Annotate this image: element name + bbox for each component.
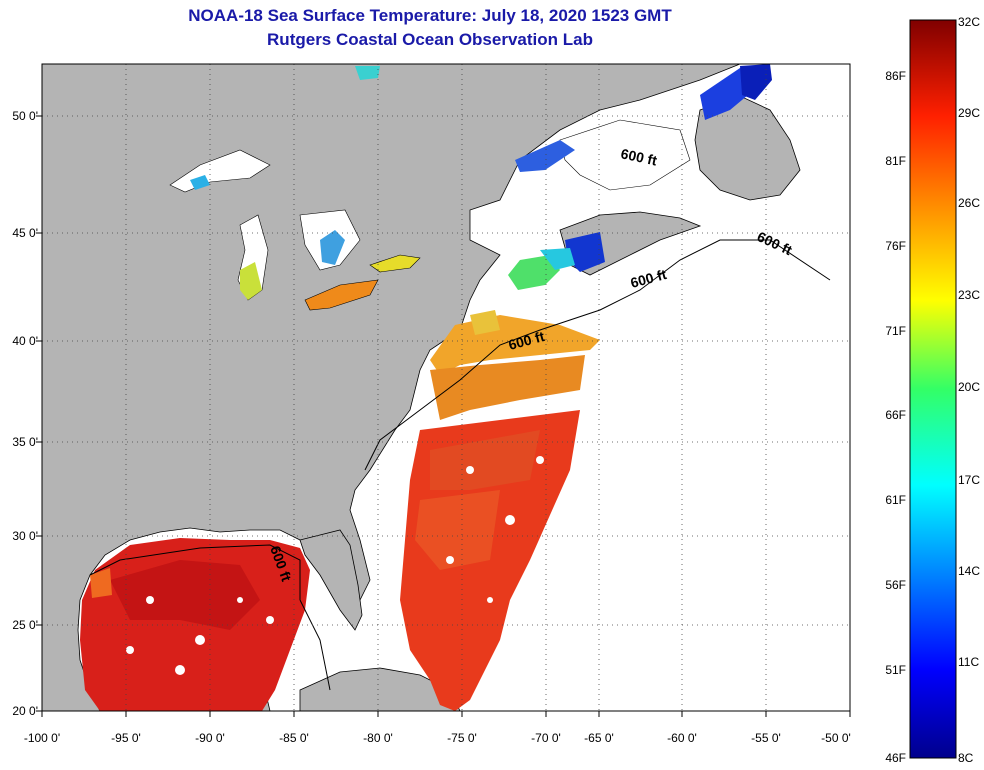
lake-ontario: [369, 254, 421, 273]
lat-label: 40 0': [12, 334, 38, 348]
colorbar-celsius-label: 29C: [958, 106, 980, 120]
map-subtitle: Rutgers Coastal Ocean Observation Lab: [267, 30, 593, 49]
lon-label: -80 0': [363, 731, 393, 745]
lon-label: -95 0': [111, 731, 141, 745]
colorbar-fahrenheit-label: 71F: [885, 324, 906, 338]
lon-label: -75 0': [447, 731, 477, 745]
colorbar-celsius-label: 26C: [958, 196, 980, 210]
colorbar-fahrenheit-label: 61F: [885, 493, 906, 507]
colorbar-fahrenheit-label: 76F: [885, 239, 906, 253]
lat-label: 50 0': [12, 109, 38, 123]
lat-label: 45 0': [12, 226, 38, 240]
lon-label: -65 0': [584, 731, 614, 745]
contour-label-600ft: 600 ft: [619, 145, 658, 168]
lon-label: -90 0': [195, 731, 225, 745]
temperature-colorbar: 32C 29C 26C 23C 20C 17C 14C 11C 8C 86F 8…: [885, 15, 980, 765]
map-title: NOAA-18 Sea Surface Temperature: July 18…: [188, 6, 672, 25]
colorbar-celsius-label: 8C: [958, 751, 974, 765]
colorbar-celsius-label: 32C: [958, 15, 980, 29]
lon-label: -85 0': [279, 731, 309, 745]
mid-atlantic-sst: [430, 315, 600, 375]
lon-label: -100 0': [24, 731, 60, 745]
map-area: [42, 64, 850, 711]
colorbar-fahrenheit-label: 81F: [885, 154, 906, 168]
lake-erie: [304, 279, 379, 311]
land-newfoundland: [694, 95, 801, 201]
colorbar-fahrenheit-label: 46F: [885, 751, 906, 765]
lon-label: -70 0': [531, 731, 561, 745]
colorbar-celsius-label: 11C: [958, 655, 979, 669]
lon-label: -55 0': [751, 731, 781, 745]
colorbar-celsius-label: 20C: [958, 380, 980, 394]
colorbar-fahrenheit-label: 86F: [885, 69, 906, 83]
colorbar-fahrenheit-label: 51F: [885, 663, 906, 677]
lat-label: 35 0': [12, 435, 38, 449]
lat-label: 30 0': [12, 529, 38, 543]
colorbar-celsius-label: 23C: [958, 288, 980, 302]
isobath-600ft: [89, 239, 831, 691]
colorbar-gradient: [909, 19, 957, 759]
colorbar-celsius-label: 17C: [958, 473, 980, 487]
lat-label: 20 0': [12, 704, 38, 718]
lat-label: 25 0': [12, 618, 38, 632]
colorbar-celsius-label: 14C: [958, 564, 980, 578]
lon-label: -60 0': [667, 731, 697, 745]
land-florida: [299, 529, 363, 631]
lon-label: -50 0': [821, 731, 851, 745]
colorbar-fahrenheit-label: 56F: [885, 578, 906, 592]
longitude-axis: -100 0' -95 0' -90 0' -85 0' -80 0' -75 …: [24, 711, 851, 745]
gulf-st-lawrence: [559, 119, 691, 191]
latitude-axis: 50 0' 45 0' 40 0' 35 0' 30 0' 25 0' 20 0…: [12, 109, 42, 718]
colorbar-fahrenheit-label: 66F: [885, 408, 906, 422]
